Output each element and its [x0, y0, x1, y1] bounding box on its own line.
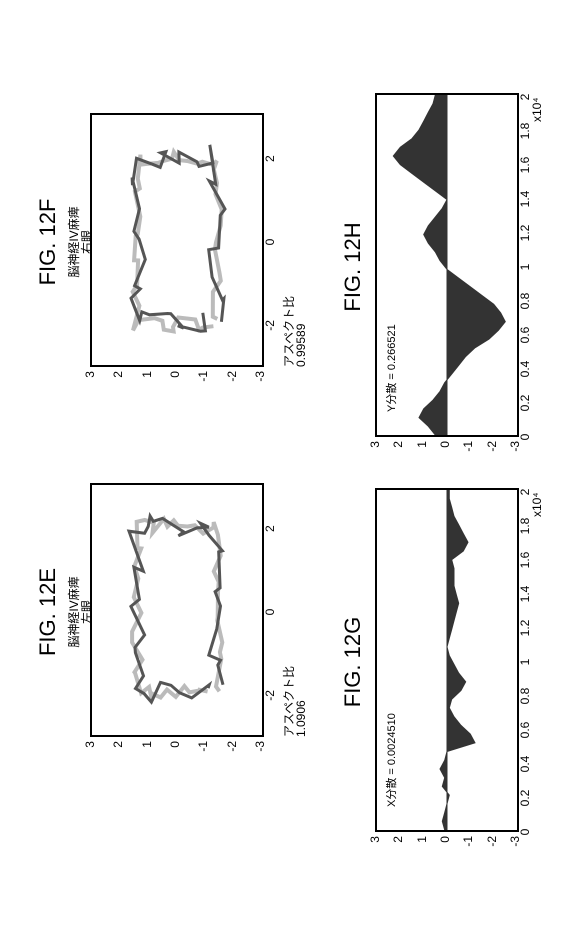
- x-tick: 0.2: [518, 388, 532, 418]
- x-tick: 0: [263, 227, 277, 257]
- y-tick: 0: [438, 836, 452, 856]
- fig-12g-legend: X分散 = 0.0024510: [383, 713, 399, 807]
- y-tick: 2: [391, 441, 405, 461]
- y-tick: 3: [83, 741, 97, 761]
- x-tick: 2: [263, 144, 277, 174]
- fig-12g-exp: x10⁴: [530, 492, 544, 517]
- x-tick: 1.4: [518, 579, 532, 609]
- fig-12h-label: FIG. 12H: [340, 182, 366, 352]
- y-tick: 3: [83, 371, 97, 391]
- x-tick: 0.6: [518, 715, 532, 745]
- y-tick: 0: [168, 371, 182, 391]
- fig-12f-chart: [90, 113, 264, 367]
- x-tick: 2: [518, 82, 532, 112]
- y-tick: -1: [461, 836, 475, 856]
- fig-12e-aspect-value: 1.0906: [294, 700, 308, 737]
- x-tick: 1.2: [518, 218, 532, 248]
- y-tick: 1: [415, 836, 429, 856]
- y-tick: -2: [485, 441, 499, 461]
- y-tick: -2: [225, 741, 239, 761]
- y-tick: -3: [253, 371, 267, 391]
- y-tick: -1: [196, 371, 210, 391]
- x-tick: 0.2: [518, 783, 532, 813]
- y-tick: 1: [140, 371, 154, 391]
- x-tick: 0: [518, 817, 532, 847]
- x-tick: 0.6: [518, 320, 532, 350]
- fig-12h-exp: x10⁴: [530, 97, 544, 122]
- x-tick: 0.8: [518, 286, 532, 316]
- x-tick: 2: [263, 514, 277, 544]
- y-tick: 0: [168, 741, 182, 761]
- y-tick: -1: [196, 741, 210, 761]
- x-tick: -2: [263, 680, 277, 710]
- fig-12g-label: FIG. 12G: [340, 577, 366, 747]
- x-tick: 0.8: [518, 681, 532, 711]
- x-tick: 0: [263, 597, 277, 627]
- fig-12e-label: FIG. 12E: [35, 527, 61, 697]
- fig-12h-legend: Y分散 = 0.266521: [383, 324, 399, 412]
- x-tick: 2: [518, 477, 532, 507]
- y-tick: 3: [368, 441, 382, 461]
- x-tick: 0: [518, 422, 532, 452]
- x-tick: 1.8: [518, 116, 532, 146]
- figure-canvas: FIG. 12E 脳神経IV麻痺 左眼 アスペクト比 1.0906 FIG. 1…: [0, 0, 567, 937]
- x-tick: 0.4: [518, 354, 532, 384]
- x-tick: 1: [518, 252, 532, 282]
- x-tick: 1: [518, 647, 532, 677]
- fig-12e-chart: [90, 483, 264, 737]
- y-tick: 1: [140, 741, 154, 761]
- x-tick: 0.4: [518, 749, 532, 779]
- y-tick: 1: [415, 441, 429, 461]
- x-tick: 1.6: [518, 545, 532, 575]
- y-tick: 0: [438, 441, 452, 461]
- fig-12f-label: FIG. 12F: [35, 157, 61, 327]
- y-tick: 2: [391, 836, 405, 856]
- y-tick: -3: [253, 741, 267, 761]
- x-tick: 1.2: [518, 613, 532, 643]
- y-tick: -1: [461, 441, 475, 461]
- y-tick: 3: [368, 836, 382, 856]
- x-tick: 1.4: [518, 184, 532, 214]
- x-tick: 1.8: [518, 511, 532, 541]
- y-tick: 2: [111, 741, 125, 761]
- y-tick: -2: [485, 836, 499, 856]
- x-tick: 1.6: [518, 150, 532, 180]
- y-tick: -2: [225, 371, 239, 391]
- fig-12f-aspect-value: 0.99589: [294, 324, 308, 367]
- x-tick: -2: [263, 310, 277, 340]
- y-tick: 2: [111, 371, 125, 391]
